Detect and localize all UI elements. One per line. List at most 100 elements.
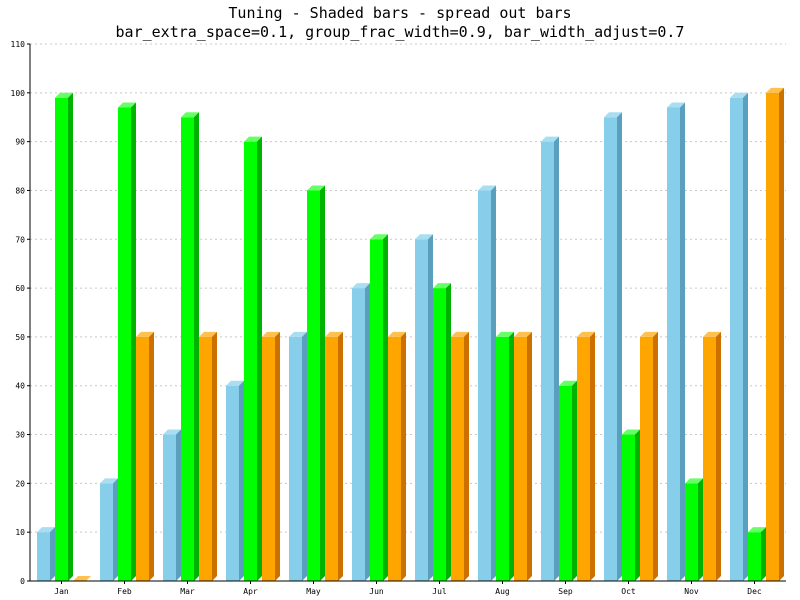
- bar: [703, 336, 716, 581]
- chart-subtitle: bar_extra_space=0.1, group_frac_width=0.…: [116, 23, 685, 41]
- x-tick-label: Feb: [117, 587, 132, 596]
- bar: [433, 288, 446, 581]
- bar: [199, 336, 212, 581]
- bar-top-face: [514, 331, 532, 337]
- bar-side-face: [338, 331, 343, 581]
- bar-side-face: [131, 102, 136, 582]
- bar-side-face: [464, 331, 469, 581]
- bar: [37, 532, 50, 581]
- y-tick-label: 50: [15, 333, 25, 342]
- bar-top-face: [577, 331, 595, 337]
- y-tick-label: 30: [15, 431, 25, 440]
- bar: [244, 141, 257, 582]
- x-tick-label: May: [306, 587, 321, 596]
- y-tick-label: 100: [11, 89, 26, 98]
- y-tick-label: 80: [15, 186, 25, 195]
- bar-top-face: [559, 380, 577, 386]
- bar-side-face: [491, 185, 496, 582]
- bar-top-face: [226, 380, 244, 386]
- bar-side-face: [275, 331, 280, 581]
- axes: [27, 43, 786, 584]
- y-tick-label: 110: [11, 40, 26, 49]
- y-tick-label: 60: [15, 284, 25, 293]
- bar-top-face: [496, 331, 514, 337]
- y-tick-labels: 0 10 20 30 40 50 60 70 80 90 100 110: [11, 40, 26, 586]
- bar: [388, 336, 401, 581]
- bar-side-face: [239, 380, 244, 581]
- bar-side-face: [113, 478, 118, 581]
- bar: [136, 336, 149, 581]
- bar-top-face: [352, 283, 370, 289]
- bar: [640, 336, 653, 581]
- bar-top-face: [388, 331, 406, 337]
- bar: [55, 97, 68, 581]
- x-tick-label: Jun: [369, 587, 384, 596]
- bar-top-face: [451, 331, 469, 337]
- y-tick-label: 20: [15, 479, 25, 488]
- bar: [415, 239, 428, 582]
- bar-side-face: [653, 331, 658, 581]
- bar-side-face: [365, 283, 370, 581]
- bar-side-face: [428, 234, 433, 582]
- bar: [496, 336, 509, 581]
- bar: [226, 385, 239, 581]
- x-tick-label: Jan: [54, 587, 69, 596]
- bar-side-face: [257, 136, 262, 582]
- bar-top-face: [37, 527, 55, 533]
- bar-top-face: [262, 331, 280, 337]
- x-tick-labels: Jan Feb Mar Apr May Jun Jul Aug Sep Oct Nov Dec: [54, 587, 762, 596]
- y-tick-label: 90: [15, 138, 25, 147]
- x-tick-label: Oct: [621, 587, 636, 596]
- y-tick-label: 70: [15, 235, 25, 244]
- bar: [262, 336, 275, 581]
- y-tick-label: 40: [15, 382, 25, 391]
- x-tick-label: Mar: [180, 587, 195, 596]
- bar-side-face: [302, 331, 307, 581]
- bar: [514, 336, 527, 581]
- bar-top-face: [163, 429, 181, 435]
- bar-top-face: [244, 136, 262, 142]
- bar-top-face: [748, 527, 766, 533]
- chart-title: Tuning - Shaded bars - spread out bars: [228, 4, 571, 22]
- bar-side-face: [572, 380, 577, 581]
- bar-side-face: [698, 478, 703, 581]
- grid-lines: [30, 43, 786, 582]
- bar-side-face: [212, 331, 217, 581]
- bar-side-face: [194, 112, 199, 582]
- bar: [748, 532, 761, 581]
- bar-top-face: [100, 478, 118, 484]
- bar: [325, 336, 338, 581]
- bar: [100, 483, 113, 581]
- bar: [559, 385, 572, 581]
- x-tick-label: Nov: [684, 587, 699, 596]
- bar-side-face: [743, 92, 748, 581]
- bar-side-face: [635, 429, 640, 581]
- bar-top-face: [478, 185, 496, 191]
- bar-side-face: [761, 527, 766, 581]
- bar-side-face: [509, 331, 514, 581]
- bar: [667, 107, 680, 582]
- bar-side-face: [617, 112, 622, 582]
- bar-side-face: [554, 136, 559, 582]
- bar-top-face: [415, 234, 433, 240]
- x-tick-label: Sep: [558, 587, 573, 596]
- bar-side-face: [779, 87, 784, 582]
- bar-top-face: [307, 185, 325, 191]
- bar: [604, 117, 617, 582]
- bar: [541, 141, 554, 582]
- y-tick-label: 0: [20, 577, 25, 586]
- bar: [478, 190, 491, 582]
- bar-top-face: [199, 331, 217, 337]
- bar-side-face: [716, 331, 721, 581]
- bar-side-face: [176, 429, 181, 581]
- bar-top-face: [541, 136, 559, 142]
- bar: [622, 434, 635, 581]
- bar: [766, 92, 779, 582]
- bar-top-face: [703, 331, 721, 337]
- bar-side-face: [527, 331, 532, 581]
- bar: [289, 336, 302, 581]
- bar-side-face: [590, 331, 595, 581]
- bar: [451, 336, 464, 581]
- bar: [577, 336, 590, 581]
- bar-top-face: [136, 331, 154, 337]
